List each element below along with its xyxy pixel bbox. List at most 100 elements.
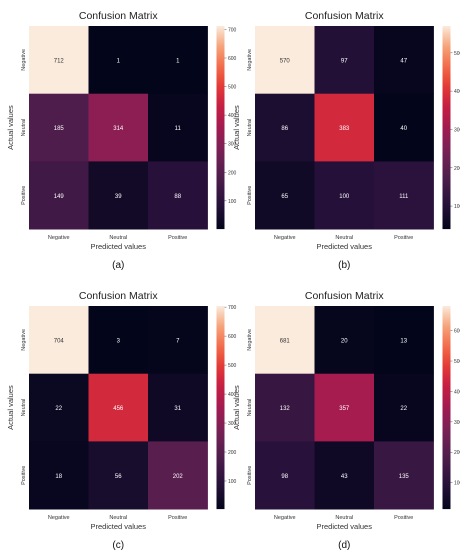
colorbar-tick-label: 600 bbox=[454, 329, 460, 335]
panel-caption: (c) bbox=[112, 540, 124, 550]
cell-value-label: 111 bbox=[399, 194, 409, 200]
heatmap-cell bbox=[29, 306, 89, 375]
y-axis-label: Actual values bbox=[232, 385, 241, 430]
heatmap-cell bbox=[255, 306, 315, 375]
y-axis-label: Actual values bbox=[6, 105, 15, 150]
y-tick-label: Negative bbox=[21, 329, 27, 351]
cell-value-label: 22 bbox=[400, 406, 407, 412]
x-tick-label: Negative bbox=[48, 235, 70, 241]
colorbar-tick-label: 200 bbox=[228, 450, 237, 456]
cell-value-label: 202 bbox=[173, 474, 184, 480]
heatmap-panel-2: Confusion Matrix 570 97 47 86 383 40 65 100 111 Ne… bbox=[232, 10, 460, 271]
y-tick-label: Neutral bbox=[247, 119, 253, 137]
cell-value-label: 97 bbox=[341, 58, 348, 64]
cell-value-label: 314 bbox=[113, 126, 124, 132]
heatmap-cell bbox=[314, 306, 375, 375]
cell-value-label: 13 bbox=[400, 338, 407, 344]
y-tick-label: Positive bbox=[247, 466, 253, 485]
heatmap-cell bbox=[255, 441, 315, 510]
cell-value-label: 185 bbox=[54, 126, 65, 132]
cell-value-label: 56 bbox=[115, 474, 122, 480]
colorbar-tick-label: 500 bbox=[454, 51, 460, 57]
heatmap-cell bbox=[88, 306, 149, 375]
y-tick-label: Negative bbox=[247, 49, 253, 71]
colorbar-tick-label: 600 bbox=[228, 334, 237, 340]
x-tick-label: Positive bbox=[394, 235, 413, 241]
heatmap-cell bbox=[148, 93, 208, 162]
heatmap-cell bbox=[374, 93, 434, 162]
y-tick-label: Positive bbox=[247, 186, 253, 205]
y-tick-label: Neutral bbox=[21, 119, 27, 137]
cell-value-label: 39 bbox=[115, 194, 122, 200]
cell-value-label: 7 bbox=[176, 338, 180, 344]
colorbar-tick-label: 100 bbox=[228, 479, 237, 485]
colorbar-tick-label: 300 bbox=[454, 420, 460, 426]
heatmap-cell bbox=[29, 93, 89, 162]
colorbar-tick-label: 200 bbox=[454, 166, 460, 172]
heatmap-cell bbox=[374, 161, 434, 230]
colorbar-tick-label: 700 bbox=[228, 305, 237, 311]
heatmap-cell bbox=[374, 26, 434, 95]
x-axis-label: Predicted values bbox=[317, 242, 373, 251]
colorbar-tick-label: 400 bbox=[454, 389, 460, 395]
cell-value-label: 100 bbox=[339, 194, 350, 200]
heatmap-cell bbox=[255, 373, 315, 442]
heatmap-cell bbox=[314, 93, 375, 162]
y-tick-label: Positive bbox=[21, 466, 27, 485]
colorbar bbox=[442, 26, 451, 230]
colorbar-tick-label: 400 bbox=[228, 392, 237, 398]
heatmap-cell bbox=[148, 373, 208, 442]
cell-value-label: 570 bbox=[280, 58, 291, 64]
heatmap-cell bbox=[88, 161, 149, 230]
colorbar-tick-label: 400 bbox=[454, 89, 460, 95]
heatmap-cell bbox=[88, 93, 149, 162]
heatmap-cell bbox=[255, 26, 315, 95]
colorbar-tick-label: 200 bbox=[454, 450, 460, 456]
cell-value-label: 65 bbox=[281, 194, 288, 200]
heatmap-panel-4: Confusion Matrix 681 20 13 132 357 22 98 43 135 Ne… bbox=[232, 290, 460, 550]
y-tick-label: Negative bbox=[21, 49, 27, 71]
colorbar-tick-label: 400 bbox=[228, 113, 237, 119]
x-axis-label: Predicted values bbox=[317, 522, 373, 531]
cell-value-label: 712 bbox=[54, 58, 65, 64]
cell-value-label: 1 bbox=[176, 58, 180, 64]
cell-value-label: 704 bbox=[54, 338, 65, 344]
heatmap-cell bbox=[255, 161, 315, 230]
cell-value-label: 3 bbox=[117, 338, 121, 344]
heatmap-cell bbox=[148, 306, 208, 375]
cell-value-label: 135 bbox=[399, 474, 410, 480]
heatmap-cell bbox=[88, 26, 149, 95]
y-axis-label: Actual values bbox=[232, 105, 241, 150]
x-tick-label: Positive bbox=[168, 515, 187, 521]
heatmap-cell bbox=[148, 441, 208, 510]
x-axis-label: Predicted values bbox=[91, 242, 147, 251]
heatmap-cell bbox=[314, 373, 375, 442]
heatmap-cell bbox=[88, 441, 149, 510]
x-tick-label: Neutral bbox=[109, 235, 127, 241]
x-tick-label: Positive bbox=[394, 515, 413, 521]
heatmap-cell bbox=[29, 161, 89, 230]
colorbar-tick-label: 500 bbox=[454, 359, 460, 365]
colorbar-tick-label: 200 bbox=[228, 170, 237, 176]
heatmap-cell bbox=[374, 373, 434, 442]
cell-value-label: 43 bbox=[341, 474, 348, 480]
heatmap-cell bbox=[148, 26, 208, 95]
cell-value-label: 40 bbox=[400, 126, 407, 132]
colorbar-tick-label: 700 bbox=[228, 27, 237, 33]
heatmap-panel-3: Confusion Matrix 704 3 7 22 456 31 18 56 202 Negat… bbox=[6, 290, 237, 550]
chart-title: Confusion Matrix bbox=[305, 290, 385, 302]
heatmap-cell bbox=[88, 373, 149, 442]
colorbar-tick-label: 300 bbox=[228, 142, 237, 148]
colorbar-tick-label: 100 bbox=[228, 199, 237, 205]
colorbar-tick-label: 300 bbox=[228, 421, 237, 427]
x-tick-label: Negative bbox=[48, 515, 70, 521]
cell-value-label: 47 bbox=[400, 58, 407, 64]
cell-value-label: 31 bbox=[174, 406, 181, 412]
colorbar-tick-label: 100 bbox=[454, 481, 460, 487]
cell-value-label: 1 bbox=[117, 58, 121, 64]
heatmap-cell bbox=[148, 161, 208, 230]
colorbar-tick-label: 500 bbox=[228, 363, 237, 369]
colorbar-tick-label: 100 bbox=[454, 204, 460, 210]
x-tick-label: Positive bbox=[168, 235, 187, 241]
